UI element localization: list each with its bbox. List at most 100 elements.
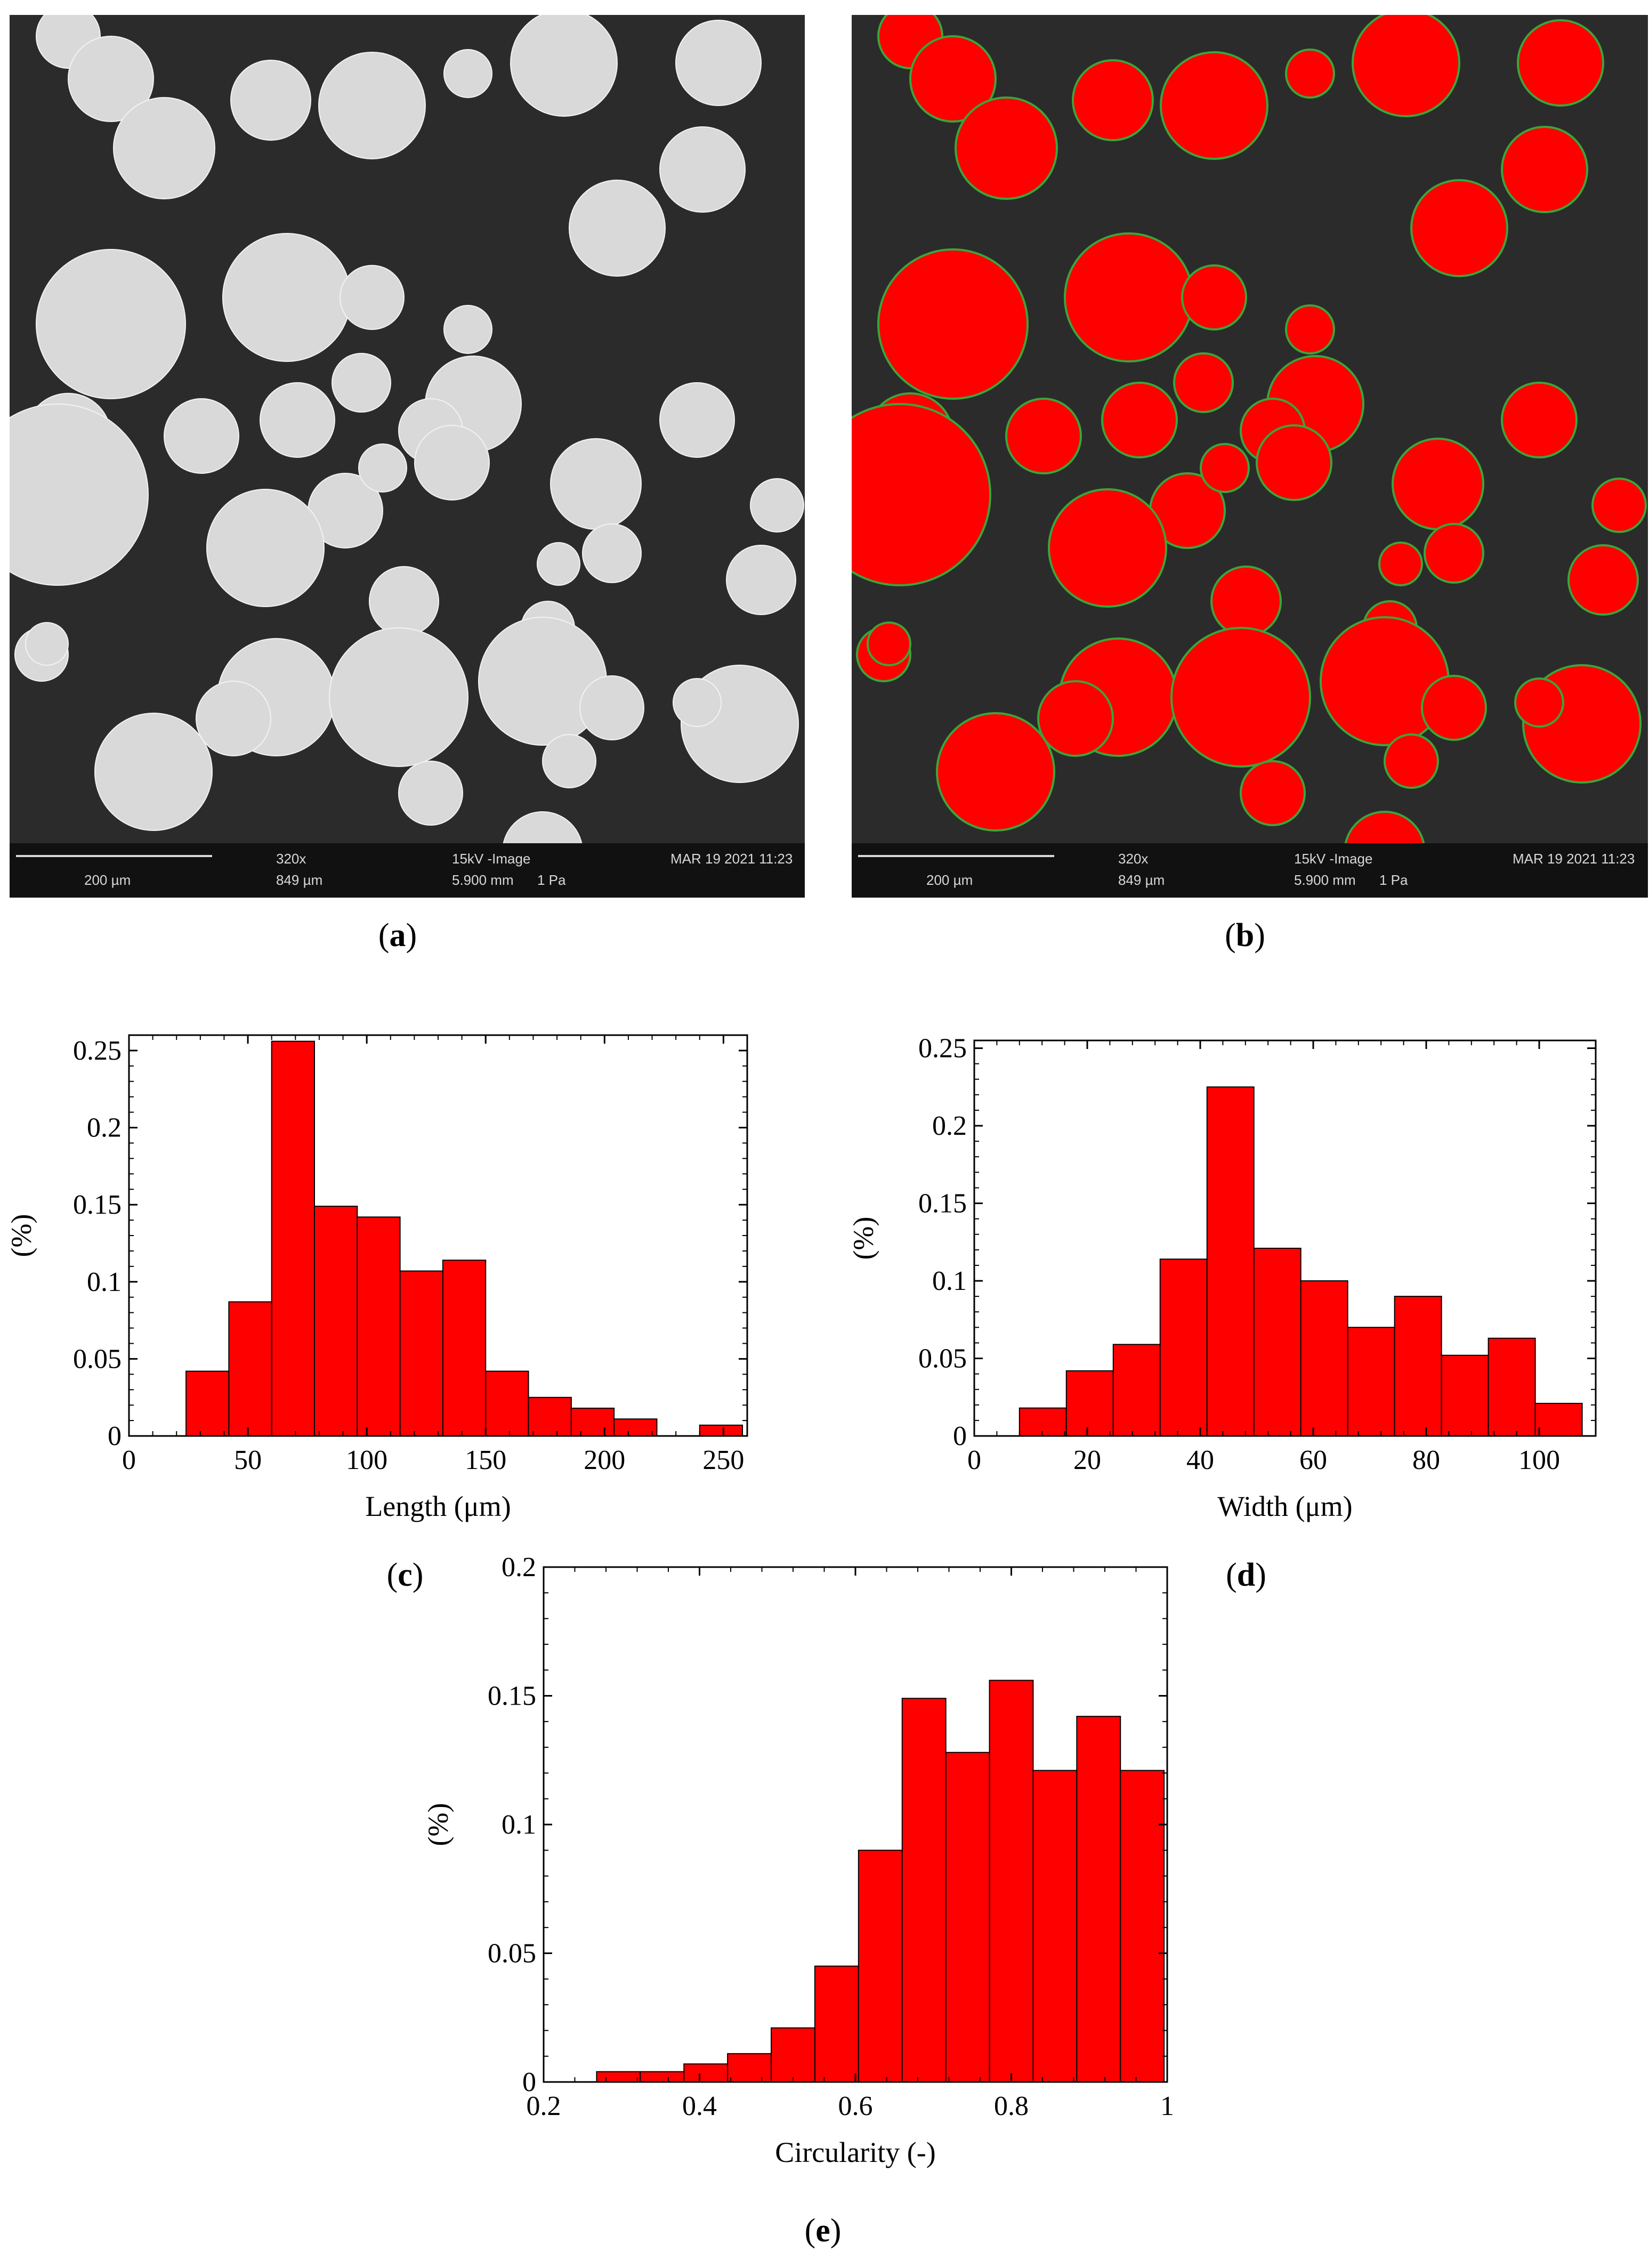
histogram-bar xyxy=(683,2063,729,2083)
particle xyxy=(1037,680,1114,757)
histogram-bar xyxy=(1253,1247,1302,1436)
histogram-bar xyxy=(814,1965,859,2083)
sem-info-bar-a: 200 µm 320x 849 µm 15kV -Image 5.900 mm … xyxy=(10,843,805,898)
histogram-bar xyxy=(727,2053,772,2083)
particle xyxy=(164,398,239,474)
x-axis-label: Width (μm) xyxy=(1217,1490,1352,1522)
pressure-text: 1 Pa xyxy=(537,872,566,888)
x-tick-label: 20 xyxy=(1073,1445,1101,1475)
histogram-bar xyxy=(485,1370,529,1436)
particle xyxy=(1424,523,1484,584)
particle xyxy=(955,96,1058,200)
particle xyxy=(1173,352,1234,413)
y-tick-label: 0.2 xyxy=(87,1113,122,1143)
y-tick-label: 0.15 xyxy=(918,1189,967,1219)
sem-info-bar-b: 200 µm 320x 849 µm 15kV -Image 5.900 mm … xyxy=(852,843,1648,898)
histogram-bar xyxy=(314,1206,358,1436)
particle xyxy=(1501,382,1578,458)
caption-a: (a) xyxy=(378,917,417,954)
histogram-width: 0 20 40 60 80 100 0 0.05 0.1 0.15 0.2 0.25 Width (μm… xyxy=(831,1013,1649,1580)
histogram-bar xyxy=(271,1040,316,1437)
y-tick-label: 0.25 xyxy=(918,1034,967,1064)
particle xyxy=(1591,478,1647,533)
particle xyxy=(675,20,762,106)
x-tick-label: 80 xyxy=(1412,1445,1440,1475)
particle xyxy=(206,489,325,607)
particle xyxy=(1514,677,1564,728)
chart-e-svg: 0.2 0.4 0.6 0.8 1 0 0.05 0.1 0.15 0.2 Circularity … xyxy=(422,1552,1174,2168)
particle xyxy=(358,443,407,493)
x-tick-label: 0.8 xyxy=(994,2091,1029,2121)
bars xyxy=(185,1040,743,1437)
particle xyxy=(1501,126,1588,213)
histogram-circularity: 0.2 0.4 0.6 0.8 1 0 0.05 0.1 0.15 0.2 Circularity … xyxy=(416,1514,1194,2204)
magnification-text: 320x xyxy=(276,851,306,867)
x-tick-label: 0.6 xyxy=(838,2091,873,2121)
x-tick-label: 0.2 xyxy=(527,2091,561,2121)
x-axis-label: Length (μm) xyxy=(365,1490,511,1522)
y-axis-label: (%) xyxy=(847,1217,879,1260)
particle xyxy=(94,713,213,831)
particle xyxy=(68,36,154,122)
particle xyxy=(569,180,666,277)
working-distance-text: 5.900 mm xyxy=(452,872,514,888)
pressure-text: 1 Pa xyxy=(1379,872,1408,888)
particle xyxy=(443,49,492,98)
particle xyxy=(369,566,439,636)
mode-text: 15kV -Image xyxy=(1294,851,1373,867)
histogram-bar xyxy=(570,1407,615,1437)
particle xyxy=(25,622,69,666)
histogram-bar xyxy=(989,1680,1034,2083)
y-tick-label: 0.15 xyxy=(73,1190,122,1220)
histogram-bar xyxy=(1076,1716,1121,2083)
particle xyxy=(659,126,746,213)
sem-image-b: 200 µm 320x 849 µm 15kV -Image 5.900 mm … xyxy=(852,15,1648,898)
sem-image-a: 200 µm 320x 849 µm 15kV -Image 5.900 mm … xyxy=(10,15,805,898)
y-tick-label: 0 xyxy=(953,1421,967,1451)
histogram-bar xyxy=(1032,1770,1078,2083)
particle xyxy=(1410,179,1508,277)
y-tick-label: 0 xyxy=(522,2067,536,2097)
caption-d: (d) xyxy=(1226,1557,1266,1593)
sem-particles-b xyxy=(852,15,1647,893)
histogram-bar xyxy=(528,1397,572,1437)
histogram-bar xyxy=(858,1850,903,2083)
particle xyxy=(1517,19,1604,107)
particle xyxy=(909,35,997,123)
particle xyxy=(936,712,1055,832)
particle xyxy=(1240,760,1306,826)
x-tick-label: 100 xyxy=(1518,1445,1560,1475)
x-tick-label: 150 xyxy=(465,1445,506,1475)
histogram-bar xyxy=(1120,1770,1165,2083)
histogram-bar xyxy=(640,2071,685,2083)
mode-text: 15kV -Image xyxy=(452,851,531,867)
particle xyxy=(332,353,391,413)
histogram-bar xyxy=(1534,1402,1583,1436)
date-text: MAR 19 2021 11:23 xyxy=(670,851,793,867)
particle xyxy=(1048,488,1167,608)
x-tick-label: 0 xyxy=(967,1445,981,1475)
x-tick-label: 40 xyxy=(1186,1445,1214,1475)
particle xyxy=(867,622,911,666)
y-tick-label: 0.1 xyxy=(932,1266,967,1296)
particle xyxy=(1170,627,1311,768)
histogram-bar xyxy=(901,1698,947,2083)
scale-bar-label: 200 µm xyxy=(84,872,131,888)
particle xyxy=(659,382,735,458)
histogram-bar xyxy=(1300,1280,1348,1436)
y-tick-label: 0.2 xyxy=(502,1552,536,1583)
particle xyxy=(510,15,618,117)
histogram-bar xyxy=(357,1216,401,1436)
histogram-bar xyxy=(1159,1258,1208,1436)
sem-particles-a xyxy=(10,15,804,892)
chart-d-svg: 0 20 40 60 80 100 0 0.05 0.1 0.15 0.2 0.25 Width (μm… xyxy=(847,1034,1597,1522)
caption-b: (b) xyxy=(1225,917,1265,954)
histogram-bar xyxy=(1206,1086,1255,1436)
x-tick-label: 0 xyxy=(122,1445,136,1475)
y-axis-label: (%) xyxy=(422,1803,454,1846)
particle xyxy=(537,542,580,586)
particle xyxy=(852,403,991,586)
particle xyxy=(1392,438,1484,530)
histogram-bar xyxy=(399,1270,443,1436)
particle xyxy=(1210,566,1282,637)
